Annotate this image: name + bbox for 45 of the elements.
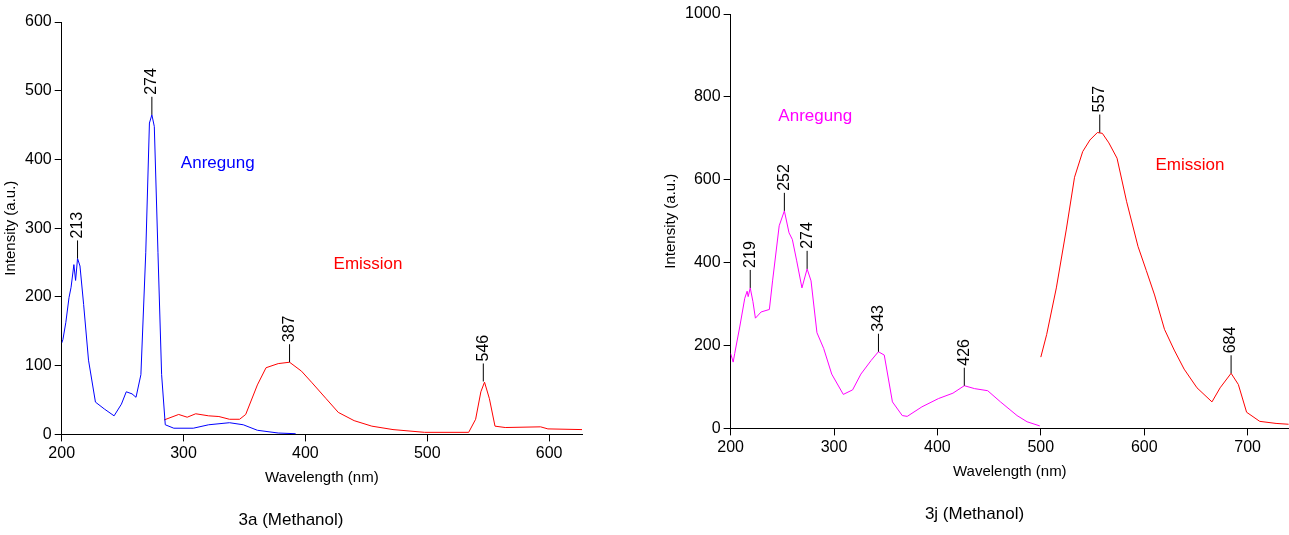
text: 3j (Methanol) [924, 504, 1025, 524]
annotation: 387 [279, 315, 297, 343]
x-tick-label: 300 [170, 444, 197, 462]
annotation: 252 [774, 164, 792, 191]
y-axis-title: Intensity (a.u.) [1, 180, 19, 276]
text: Anregung [778, 105, 853, 125]
x-tick-label: 600 [1130, 438, 1158, 456]
annotation: 684 [1221, 326, 1239, 354]
x-tick-label: 400 [292, 444, 319, 462]
annotation: 219 [740, 241, 758, 268]
x-tick-label: 600 [535, 444, 563, 462]
y-tick-label: 600 [693, 170, 721, 188]
text: Emission [333, 253, 403, 273]
x-tick-label: 200 [48, 444, 76, 462]
y-tick-label: 600 [24, 12, 52, 30]
x-tick-label: 700 [1234, 438, 1262, 456]
annotation: 274 [797, 222, 815, 249]
text: 3a (Methanol) [238, 510, 344, 530]
y-tick-label: 0 [711, 418, 721, 436]
annotation: 557 [1090, 85, 1108, 113]
y-tick-label: 300 [24, 218, 52, 236]
y-axis-title: Intensity (a.u.) [661, 173, 679, 269]
y-tick-label: 800 [693, 87, 721, 105]
y-tick-label: 1000 [685, 4, 721, 22]
annotation: 546 [473, 334, 491, 362]
y-tick-label: 200 [693, 335, 721, 353]
x-tick-label: 400 [924, 438, 951, 456]
series-label: Anregung [180, 153, 255, 173]
series-label: Emission [1155, 155, 1225, 175]
y-tick-label: 200 [24, 287, 52, 305]
x-axis-title: Wavelength (nm) [265, 467, 379, 485]
annotation: 213 [67, 211, 85, 239]
annotation: 274 [142, 67, 160, 95]
y-tick-label: 400 [693, 253, 721, 271]
annotation: 343 [868, 304, 886, 332]
x-tick-label: 500 [413, 444, 441, 462]
x-tick-label: 200 [717, 438, 745, 456]
x-axis-title: Wavelength (nm) [952, 461, 1067, 479]
y-tick-label: 400 [24, 149, 52, 167]
x-tick-label: 300 [820, 438, 848, 456]
annotation: 426 [954, 338, 972, 366]
y-tick-label: 0 [42, 424, 52, 442]
y-tick-label: 500 [24, 81, 52, 99]
x-tick-label: 500 [1027, 438, 1055, 456]
y-tick-label: 100 [24, 356, 52, 374]
